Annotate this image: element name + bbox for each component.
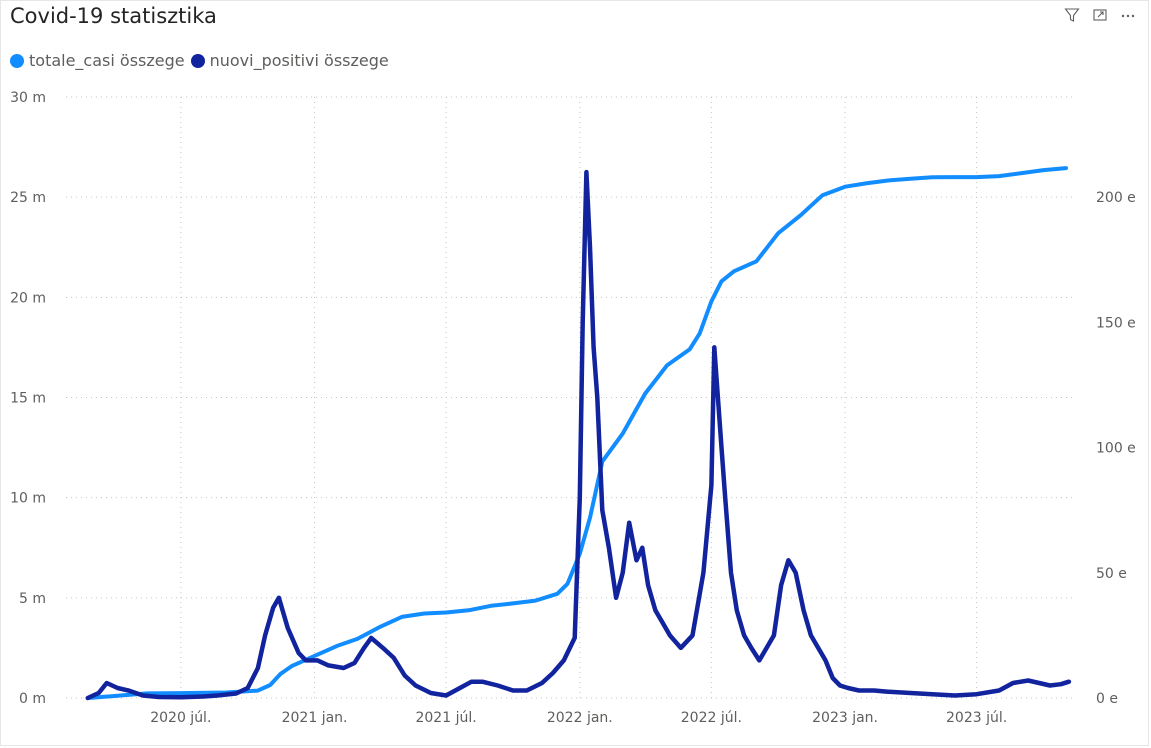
legend-item-nuovi-positivi[interactable]: nuovi_positivi összege bbox=[190, 51, 389, 70]
legend-marker-totale-casi bbox=[10, 53, 24, 68]
legend-label-totale-casi: totale_casi összege bbox=[29, 51, 185, 70]
y-right-tick-label: 150 e bbox=[1096, 315, 1136, 331]
chart-legend: totale_casi összege nuovi_positivi össze… bbox=[10, 51, 395, 70]
x-tick-label: 2021 jan. bbox=[282, 710, 348, 726]
legend-label-nuovi-positivi: nuovi_positivi összege bbox=[209, 51, 389, 70]
filter-icon[interactable] bbox=[1064, 7, 1080, 23]
y-left-tick-label: 5 m bbox=[19, 591, 46, 607]
x-tick-label: 2021 júl. bbox=[415, 710, 476, 726]
chart-title: Covid-19 statisztika bbox=[10, 4, 217, 28]
y-left-tick-label: 0 m bbox=[19, 691, 46, 707]
y-right-tick-label: 0 e bbox=[1096, 691, 1118, 707]
x-tick-label: 2020 júl. bbox=[150, 710, 211, 726]
y-left-tick-label: 20 m bbox=[10, 290, 46, 306]
x-tick-label: 2023 jan. bbox=[812, 710, 878, 726]
x-tick-label: 2023 júl. bbox=[946, 710, 1007, 726]
y-left-tick-label: 15 m bbox=[10, 391, 46, 407]
y-left-tick-label: 25 m bbox=[10, 190, 46, 206]
y-left-tick-label: 30 m bbox=[10, 90, 46, 106]
legend-item-totale-casi[interactable]: totale_casi összege bbox=[10, 51, 185, 70]
y-right-tick-label: 200 e bbox=[1096, 190, 1136, 206]
legend-marker-nuovi-positivi bbox=[190, 53, 205, 68]
series-line-nuovi-positivi bbox=[85, 169, 1072, 701]
y-right-tick-label: 50 e bbox=[1096, 566, 1127, 582]
more-options-icon[interactable] bbox=[1120, 7, 1136, 23]
x-tick-label: 2022 jan. bbox=[547, 710, 613, 726]
y-right-tick-label: 100 e bbox=[1096, 441, 1136, 457]
focus-mode-icon[interactable] bbox=[1092, 7, 1108, 23]
visual-header bbox=[1064, 7, 1136, 23]
y-left-tick-label: 10 m bbox=[10, 491, 46, 507]
x-tick-label: 2022 júl. bbox=[681, 710, 742, 726]
